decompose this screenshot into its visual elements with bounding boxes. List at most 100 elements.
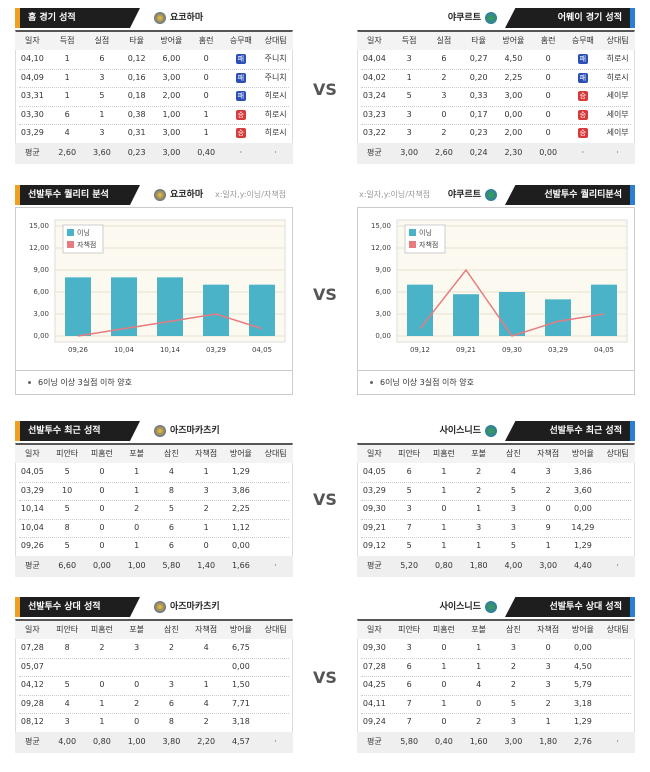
average-cell: ·	[239, 148, 243, 157]
bar	[453, 294, 479, 336]
table-cell: 03,30	[20, 109, 44, 119]
average-cell: 1,80	[539, 737, 558, 746]
average-cell: 3,00	[539, 561, 558, 570]
section-label: 선발투수 최근 성적	[15, 421, 140, 441]
table-cell: 1,12	[231, 522, 250, 532]
table-cell: 0,16	[127, 72, 146, 82]
table-cell: 4	[476, 680, 482, 690]
table-cell: 5	[406, 541, 412, 551]
table-cell: 7,71	[231, 698, 250, 708]
table-cell: 05,07	[20, 661, 44, 671]
table-cell: 3	[510, 504, 516, 514]
vs-label: VS	[313, 668, 337, 687]
result-icon: 승	[235, 128, 246, 139]
table-cell: 0	[203, 91, 209, 101]
table-cell: 4,50	[504, 54, 523, 63]
table-cell: 3	[510, 643, 516, 652]
average-cell: 평균	[25, 148, 40, 157]
average-cell: 6,60	[58, 561, 77, 570]
table-cell: 0	[99, 504, 105, 514]
y-tick-label: 6,00	[33, 288, 49, 296]
table-cell: 6,75	[231, 643, 250, 652]
table-cell: 1	[406, 72, 412, 82]
table-cell: 10	[62, 485, 73, 495]
row-divider	[361, 500, 631, 502]
column-header: 삼진	[164, 625, 179, 634]
table-cell: 04,25	[362, 680, 386, 690]
table-cell: 2	[476, 485, 482, 495]
average-cell: 5,20	[400, 561, 419, 570]
y-tick-label: 0,00	[375, 332, 391, 340]
table-cell: 03,24	[362, 91, 386, 101]
table-cell: 3	[168, 680, 174, 690]
legend-swatch	[409, 241, 416, 248]
column-header: 실점	[94, 36, 110, 45]
bar	[499, 292, 525, 336]
table-cell: 03,29	[20, 128, 44, 138]
table-cell: 1	[476, 541, 482, 551]
column-header: 자책점	[537, 449, 560, 458]
average-cell: 3,00	[162, 148, 181, 157]
table-cell: 2	[203, 717, 209, 727]
column-header: 일자	[25, 449, 40, 458]
y-tick-label: 9,00	[33, 266, 49, 274]
column-header: 포볼	[471, 449, 486, 458]
axis-note: x:일자,y:이닝/자책점	[359, 190, 431, 199]
table-cell: 1	[203, 109, 209, 119]
table-cell: 10,04	[20, 522, 44, 532]
column-header: 피안타	[56, 449, 79, 458]
average-cell: 평균	[367, 148, 382, 157]
average-cell: 1,00	[127, 737, 146, 746]
bar	[407, 284, 433, 336]
table-cell: 주니치	[264, 54, 287, 63]
column-header: 승무패	[571, 36, 594, 45]
table-cell: 3,00	[504, 91, 523, 101]
table-cell: 0,17	[469, 109, 488, 119]
table-cell: 09,28	[20, 698, 44, 708]
table-cell: 8	[64, 522, 70, 532]
section-title: 선발투수 최근 성적	[28, 426, 101, 436]
average-cell: 4,00	[58, 737, 77, 746]
table-cell: 히로시	[606, 72, 629, 82]
section-title: 어웨이 경기 성적	[557, 13, 622, 23]
average-cell: 1,60	[469, 737, 488, 746]
table-cell: 7	[406, 522, 412, 532]
average-cell: 0,24	[469, 148, 488, 157]
table-cell: 8	[64, 643, 70, 652]
table-cell: 1	[99, 698, 105, 708]
table-cell: 0	[545, 54, 551, 63]
table-header-row	[357, 621, 635, 639]
table-cell: 1	[203, 467, 209, 476]
team-name: 요코하마	[170, 13, 204, 23]
table-header-row	[357, 32, 635, 50]
column-header: 일자	[25, 625, 40, 634]
table-cell: 3	[510, 522, 516, 532]
table-cell: 1	[545, 717, 551, 727]
table-cell: 04,05	[362, 467, 386, 476]
team-name: 야쿠르트	[447, 190, 481, 200]
table-cell: 1	[476, 643, 482, 652]
table-cell: 0	[441, 643, 447, 652]
legend-label: 자책점	[419, 240, 438, 249]
column-header: 삼진	[506, 625, 521, 634]
table-cell: 1	[99, 109, 105, 119]
table-cell: 04,09	[20, 72, 44, 82]
table-cell: 3	[406, 643, 412, 652]
table-header-row	[15, 621, 293, 639]
table-cell: 1	[441, 467, 447, 476]
table-cell: 2,00	[504, 128, 523, 138]
table-cell: 1	[545, 541, 551, 551]
y-tick-label: 15,00	[371, 222, 391, 230]
table-cell: 0	[99, 680, 105, 690]
table-cell: 1	[203, 680, 209, 690]
table-cell: 5	[168, 504, 174, 514]
chart-frame	[15, 207, 293, 371]
legend-swatch	[67, 229, 74, 236]
table-cell: 1,29	[573, 717, 592, 727]
average-cell: 평균	[367, 561, 382, 570]
table-cell: 3	[99, 128, 105, 138]
table-cell: 03,29	[362, 485, 386, 495]
average-cell: 4,00	[504, 561, 523, 570]
table-cell: 04,04	[362, 54, 386, 63]
table-cell: 6	[406, 467, 412, 476]
